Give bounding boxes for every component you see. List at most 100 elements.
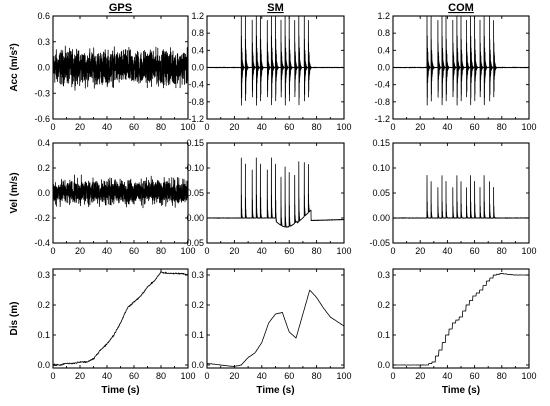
y-tick-label: 0.05 [186, 188, 204, 198]
series-line [393, 175, 529, 219]
x-tick-label: 60 [470, 371, 480, 381]
y-tick-label: -1.2 [188, 114, 204, 124]
series-line [393, 16, 529, 106]
x-tick-label: 20 [415, 122, 425, 132]
x-tick-label: 20 [415, 246, 425, 256]
y-tick-label: -0.8 [188, 97, 204, 107]
x-tick-label: 20 [75, 122, 85, 132]
y-tick-label: 0.00 [186, 213, 204, 223]
y-tick-label: 0.0 [37, 63, 50, 73]
x-tick-label: 20 [75, 371, 85, 381]
y-tick-label: 0.6 [37, 11, 50, 21]
y-tick-label: 0.1 [37, 330, 50, 340]
panel-vel-com: 0 20 40 60 80 100 -0.05 0.00 0.05 0.10 0.15 [369, 138, 536, 256]
y-tick-label: 0.3 [37, 37, 50, 47]
y-tick-label: -0.2 [34, 213, 50, 223]
x-tick-label: 20 [229, 122, 239, 132]
x-tick-label: 80 [156, 122, 166, 132]
plot-frame [206, 268, 345, 369]
x-tick-label: 60 [284, 122, 294, 132]
x-tick-label: 20 [229, 246, 239, 256]
y-tick-label: 0.4 [191, 45, 204, 55]
y-tick-label: 0.10 [372, 163, 390, 173]
y-tick-label: 0.0 [37, 360, 50, 370]
y-tick-label: 0.8 [191, 28, 204, 38]
x-tick-label: 0 [204, 371, 209, 381]
x-tick-label: 40 [102, 246, 112, 256]
y-tick-label: 0.2 [37, 300, 50, 310]
y-tick-label: 0.8 [377, 28, 390, 38]
x-tick-label: 40 [257, 371, 267, 381]
y-tick-label: 0.1 [377, 330, 390, 340]
series-line [53, 271, 188, 366]
x-tick-label: 100 [336, 122, 351, 132]
panel-vel-gps: 0 20 40 60 80 100 -0.4 -0.2 0.0 0.2 0.4 Vel (m/s) [9, 138, 196, 256]
y-tick-label: 0.15 [186, 138, 204, 148]
y-tick-label: -0.6 [34, 114, 50, 124]
panel-acc-gps: 0 20 40 60 80 100 -0.6 -0.3 0.0 0.3 0.6 GPS Acc (m/s… [9, 2, 196, 132]
y-tick-label: 1.2 [377, 11, 390, 21]
panel-acc-com: 0 20 40 60 80 100 -1.2 -0.8 -0.4 0.0 0.4 0.8 1.2 COM [374, 2, 536, 132]
panel-title: SM [267, 2, 284, 14]
y-tick-label: 0.0 [37, 188, 50, 198]
y-tick-label: 0.0 [191, 360, 204, 370]
series-line [207, 289, 344, 367]
y-tick-label: 0.10 [186, 163, 204, 173]
panel-title: GPS [109, 2, 132, 14]
y-tick-label: 0.3 [191, 270, 204, 280]
panel-acc-sm: 0 20 40 60 80 100 -1.2 -0.8 -0.4 0.0 0.4 0.8 1.2 SM [188, 2, 351, 132]
y-axis-label: Vel (m/s) [9, 172, 20, 213]
x-tick-label: 80 [156, 246, 166, 256]
y-tick-label: 0.2 [191, 300, 204, 310]
y-tick-label: 0.2 [377, 300, 390, 310]
x-tick-label: 40 [102, 371, 112, 381]
y-tick-label: 0.4 [377, 45, 390, 55]
x-axis-label: Time (s) [101, 385, 139, 396]
y-axis-label: Acc (m/s²) [9, 43, 20, 91]
y-tick-label: 0.05 [372, 188, 390, 198]
x-tick-label: 40 [257, 122, 267, 132]
y-tick-label: -0.8 [374, 97, 390, 107]
x-tick-label: 40 [442, 246, 452, 256]
x-tick-label: 0 [50, 246, 55, 256]
x-tick-label: 20 [415, 371, 425, 381]
y-tick-label: 0.00 [372, 213, 390, 223]
x-tick-label: 80 [312, 371, 322, 381]
y-axis-label: Dis (m) [9, 302, 20, 336]
x-tick-label: 100 [180, 122, 195, 132]
y-tick-label: 0.0 [377, 360, 390, 370]
x-tick-label: 100 [521, 122, 536, 132]
y-tick-label: -0.4 [188, 80, 204, 90]
y-tick-label: 0.0 [191, 63, 204, 73]
x-tick-label: 20 [229, 371, 239, 381]
series-line [207, 16, 344, 106]
series-line [393, 273, 529, 366]
x-tick-label: 60 [129, 371, 139, 381]
panel-dis-gps: 0 20 40 60 80 100 0.0 0.1 0.2 0.3 Dis (m) Time (s) [9, 268, 196, 396]
y-tick-label: 0.1 [191, 330, 204, 340]
x-tick-label: 40 [102, 122, 112, 132]
plot-frame [392, 268, 530, 369]
y-tick-label: -0.05 [183, 238, 204, 248]
x-tick-label: 0 [390, 246, 395, 256]
x-tick-label: 60 [470, 246, 480, 256]
x-tick-label: 60 [284, 246, 294, 256]
x-tick-label: 80 [312, 122, 322, 132]
y-tick-label: 0.0 [377, 63, 390, 73]
series-line [53, 45, 188, 91]
y-tick-label: -1.2 [374, 114, 390, 124]
y-tick-label: -0.4 [374, 80, 390, 90]
panel-title: COM [448, 2, 474, 14]
x-tick-label: 40 [442, 122, 452, 132]
x-tick-label: 60 [470, 122, 480, 132]
x-tick-label: 40 [257, 246, 267, 256]
x-tick-label: 100 [336, 371, 351, 381]
panel-vel-sm: 0 20 40 60 80 100-0.050.000.050.100.15 [183, 138, 351, 256]
x-axis-label: Time (s) [442, 385, 480, 396]
y-tick-label: -0.05 [369, 238, 390, 248]
x-tick-label: 100 [336, 246, 351, 256]
x-tick-label: 100 [521, 371, 536, 381]
panel-dis-sm: 0 20 40 60 80 100 0.0 0.1 0.2 0.3 Time (s) [191, 268, 352, 396]
x-tick-label: 60 [284, 371, 294, 381]
series-line [53, 174, 188, 209]
